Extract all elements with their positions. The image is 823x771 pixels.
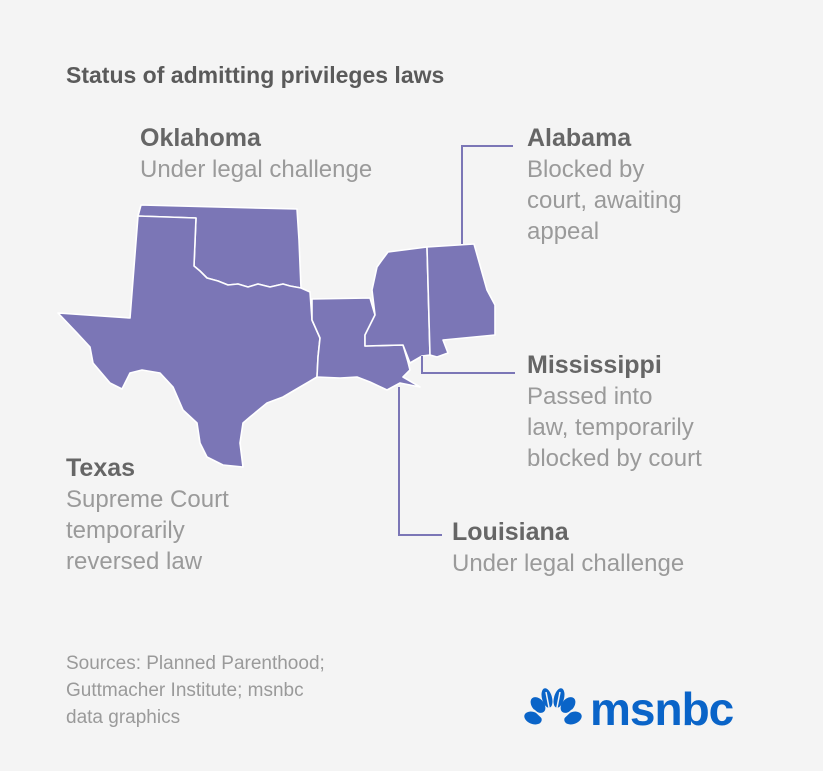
state-name: Alabama <box>527 124 632 152</box>
peacock-icon <box>524 688 582 729</box>
msnbc-logo: msnbc <box>524 683 734 735</box>
state-status: Supreme Court <box>66 486 229 513</box>
state-status: temporarily <box>66 517 185 544</box>
state-alabama <box>426 243 496 358</box>
source-line: Sources: Planned Parenthood; <box>66 653 325 674</box>
louisiana-leader-line <box>398 387 442 536</box>
source-line: Guttmacher Institute; msnbc <box>66 680 304 701</box>
state-status: blocked by court <box>527 445 702 472</box>
label-oklahoma: Oklahoma Under legal challenge <box>140 123 372 185</box>
label-alabama: Alabama Blocked by court, awaiting appea… <box>527 123 682 247</box>
state-name: Mississippi <box>527 351 662 379</box>
state-status: reversed law <box>66 548 203 575</box>
state-status: court, awaiting <box>527 187 682 214</box>
state-status: Blocked by <box>527 156 645 183</box>
state-status: Passed into <box>527 383 653 410</box>
state-name: Louisiana <box>452 518 569 546</box>
state-status: Under legal challenge <box>452 550 685 577</box>
state-status: law, temporarily <box>527 414 694 441</box>
state-texas <box>57 215 321 468</box>
state-status: Under legal challenge <box>140 156 373 183</box>
sources: Sources: Planned Parenthood; Guttmacher … <box>66 650 325 731</box>
state-status: appeal <box>527 218 600 245</box>
logo-text: msnbc <box>590 683 734 735</box>
label-louisiana: Louisiana Under legal challenge <box>452 517 684 579</box>
mississippi-leader-line <box>421 356 515 374</box>
state-name: Texas <box>66 454 136 482</box>
source-line: data graphics <box>66 707 181 728</box>
label-texas: Texas Supreme Court temporarily reversed… <box>66 453 229 577</box>
state-mississippi <box>364 246 431 364</box>
alabama-leader-line <box>461 145 513 244</box>
label-mississippi: Mississippi Passed into law, temporarily… <box>527 350 702 474</box>
state-name: Oklahoma <box>140 124 261 152</box>
page-title: Status of admitting privileges laws <box>66 62 445 88</box>
